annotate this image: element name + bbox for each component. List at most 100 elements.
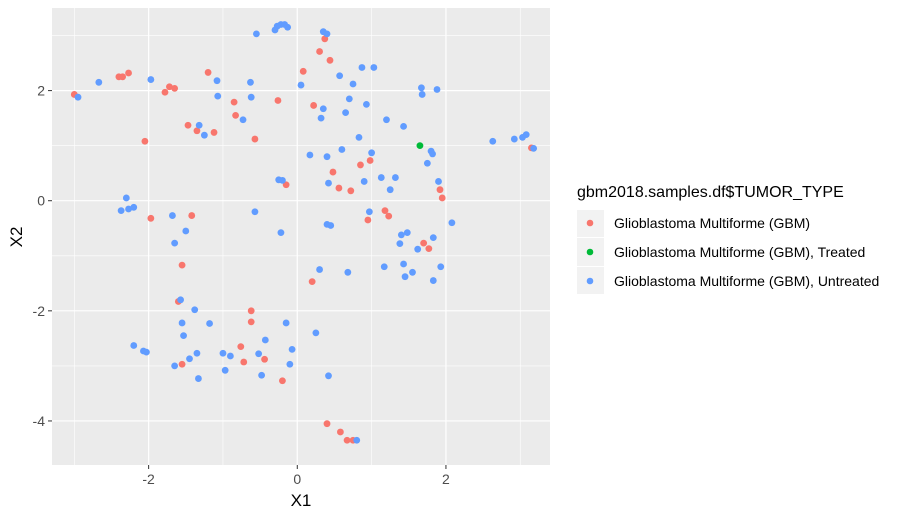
data-point-untreated xyxy=(275,176,283,184)
data-point-untreated xyxy=(338,146,346,153)
data-point-gbm xyxy=(425,245,433,253)
data-point-untreated xyxy=(400,260,407,268)
x-axis-label: X1 xyxy=(291,491,312,510)
data-point-untreated xyxy=(286,360,294,368)
data-point-gbm xyxy=(247,307,255,315)
data-point-untreated xyxy=(195,375,202,382)
data-point-untreated xyxy=(400,122,407,130)
data-points xyxy=(70,21,538,444)
data-point-gbm xyxy=(251,135,259,143)
data-point-gbm xyxy=(204,69,212,76)
data-point-untreated xyxy=(522,131,530,139)
data-point-untreated xyxy=(247,93,255,101)
data-point-gbm xyxy=(240,358,248,366)
data-point-untreated xyxy=(353,436,361,444)
data-point-untreated xyxy=(360,178,368,185)
data-point-untreated xyxy=(117,207,125,215)
legend-key-treated xyxy=(586,248,594,256)
data-point-untreated xyxy=(95,78,103,86)
data-point-untreated xyxy=(358,64,366,71)
data-point-untreated xyxy=(261,336,269,344)
major-gridlines xyxy=(52,8,550,465)
data-point-gbm xyxy=(210,129,218,136)
data-point-gbm xyxy=(279,377,286,385)
data-point-untreated xyxy=(180,332,187,340)
data-point-gbm xyxy=(230,98,238,106)
data-point-untreated xyxy=(195,121,203,129)
data-point-gbm xyxy=(436,186,444,194)
data-point-untreated xyxy=(251,208,259,216)
data-point-untreated xyxy=(336,72,344,80)
data-point-gbm xyxy=(299,67,307,75)
data-point-untreated xyxy=(206,320,213,327)
y-tick-label: -2 xyxy=(33,303,46,319)
data-point-untreated xyxy=(510,135,518,143)
data-point-untreated xyxy=(403,229,411,237)
minor-gridlines xyxy=(52,8,550,465)
data-point-gbm xyxy=(261,355,268,363)
data-point-untreated xyxy=(396,240,404,248)
legend-label-untreated: Glioblastoma Multiforme (GBM), Untreated xyxy=(614,273,879,289)
data-point-untreated xyxy=(74,93,82,101)
data-point-gbm xyxy=(232,111,239,119)
data-point-untreated xyxy=(368,149,376,157)
data-point-untreated xyxy=(325,372,332,380)
data-point-untreated xyxy=(401,273,409,281)
data-point-untreated xyxy=(319,105,327,113)
data-point-untreated xyxy=(312,329,320,337)
data-point-untreated xyxy=(380,263,388,271)
data-point-gbm xyxy=(438,194,446,202)
data-point-untreated xyxy=(418,91,426,98)
data-point-untreated xyxy=(423,159,431,167)
data-point-gbm xyxy=(184,121,192,129)
data-point-gbm xyxy=(188,212,196,219)
data-point-gbm xyxy=(326,56,334,64)
data-point-untreated xyxy=(214,92,222,100)
data-point-untreated xyxy=(365,208,373,216)
data-point-untreated xyxy=(342,109,349,117)
data-point-untreated xyxy=(409,268,416,276)
data-point-gbm xyxy=(237,343,245,351)
x-tick-label: -2 xyxy=(142,471,155,487)
data-point-untreated xyxy=(282,319,290,327)
data-point-untreated xyxy=(377,174,385,181)
data-point-gbm xyxy=(381,207,389,215)
data-point-gbm xyxy=(147,214,155,222)
data-point-gbm xyxy=(357,161,364,169)
data-point-untreated xyxy=(288,345,296,353)
data-point-gbm xyxy=(171,84,179,92)
data-point-untreated xyxy=(297,81,305,89)
y-tick-label: -4 xyxy=(33,413,46,429)
data-point-untreated xyxy=(193,349,201,357)
data-point-untreated xyxy=(122,194,130,202)
data-point-gbm xyxy=(193,127,201,135)
data-point-untreated xyxy=(255,350,263,358)
data-point-gbm xyxy=(420,239,428,247)
y-axis-ticks: -4 -2 0 2 xyxy=(33,83,52,429)
data-point-untreated xyxy=(247,78,254,86)
data-point-untreated xyxy=(191,306,199,314)
data-point-treated xyxy=(416,142,424,150)
data-point-untreated xyxy=(448,219,456,227)
data-point-gbm xyxy=(347,187,355,195)
data-point-untreated xyxy=(323,153,331,161)
data-point-untreated xyxy=(414,245,422,253)
data-point-gbm xyxy=(161,88,169,96)
legend-label-gbm: Glioblastoma Multiforme (GBM) xyxy=(614,215,810,231)
data-point-untreated xyxy=(182,227,190,235)
data-point-untreated xyxy=(125,205,132,213)
data-point-untreated xyxy=(397,231,405,239)
data-point-untreated xyxy=(258,371,266,379)
data-point-gbm xyxy=(323,420,331,428)
data-point-gbm xyxy=(385,212,393,220)
data-point-untreated xyxy=(171,362,179,370)
data-point-gbm xyxy=(316,48,323,55)
legend: gbm2018.samples.df$TUMOR_TYPE Glioblasto… xyxy=(577,184,879,294)
data-point-gbm xyxy=(343,436,351,444)
data-point-gbm xyxy=(141,137,149,145)
data-point-gbm xyxy=(178,261,186,269)
legend-key-untreated xyxy=(586,277,594,285)
data-point-untreated xyxy=(306,151,314,159)
data-point-gbm xyxy=(247,318,255,326)
